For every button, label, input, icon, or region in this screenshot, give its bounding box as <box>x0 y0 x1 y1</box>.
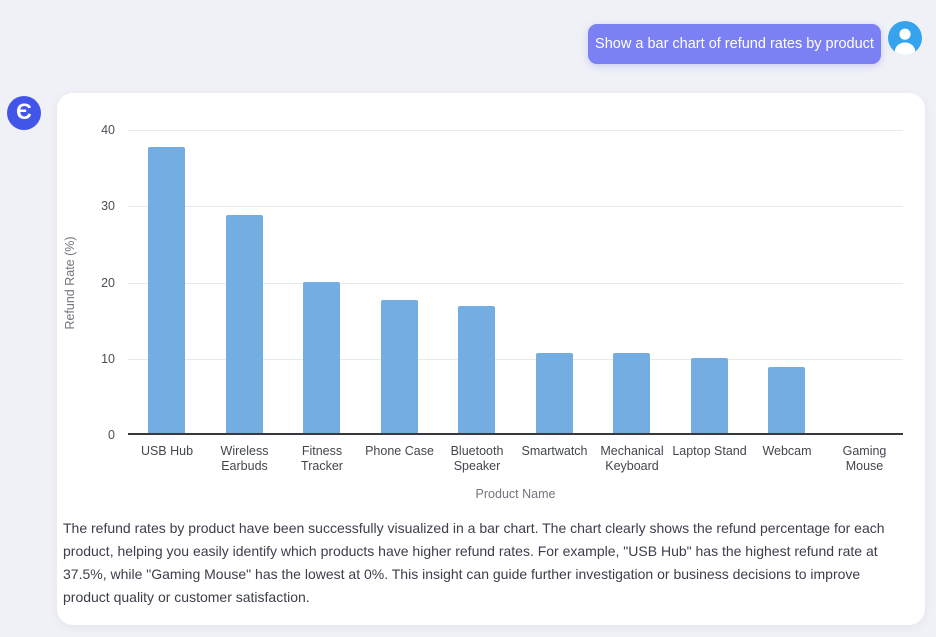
y-tick-label-0: 0 <box>108 428 115 442</box>
x-tick-label-phone-case: Phone Case <box>365 444 434 458</box>
bar-webcam[interactable] <box>768 367 806 433</box>
y-tick-label-10: 10 <box>101 351 115 366</box>
x-tick-label-gaming-mouse: Gaming Mouse <box>842 444 887 473</box>
user-message-bubble: Show a bar chart of refund rates by prod… <box>588 24 881 64</box>
bar-laptop-stand[interactable] <box>690 357 728 433</box>
x-tick-label-wireless-earbuds: Wireless Earbuds <box>220 444 269 473</box>
x-tick-label-bluetooth-speaker: Bluetooth Speaker <box>450 444 504 473</box>
bar-bluetooth-speaker[interactable] <box>458 306 496 433</box>
gridline-10 <box>128 358 903 360</box>
gridline-20 <box>128 282 903 284</box>
y-tick-label-40: 40 <box>101 123 115 137</box>
bar-mechanical-keyboard[interactable] <box>613 352 651 433</box>
bar-fitness-tracker[interactable] <box>303 282 341 433</box>
bar-usb-hub[interactable] <box>148 147 186 433</box>
gridline-40 <box>128 130 903 131</box>
y-tick-label-30: 30 <box>101 199 115 214</box>
gridline-30 <box>128 206 903 208</box>
assistant-message-card: 40 30 20 10 0 USB Hub Wireless Earbuds Fitness… <box>57 93 925 625</box>
refund-rate-bar-chart: 40 30 20 10 0 USB Hub Wireless Earbuds Fitness… <box>57 93 925 513</box>
x-tick-label-webcam: Webcam <box>762 444 812 458</box>
x-tick-label-smartwatch: Smartwatch <box>521 444 588 458</box>
y-tick-label-20: 20 <box>101 275 115 290</box>
chart-plot-area <box>128 130 903 435</box>
x-tick-label-laptop-stand: Laptop Stand <box>672 444 747 458</box>
e-logo-icon: Є <box>7 96 41 130</box>
bar-smartwatch[interactable] <box>535 352 573 433</box>
bar-wireless-earbuds[interactable] <box>225 214 263 433</box>
y-axis-title: Refund Rate (%) <box>63 236 77 330</box>
x-tick-label-fitness-tracker: Fitness Tracker <box>301 444 343 473</box>
person-icon <box>888 21 922 55</box>
bar-phone-case[interactable] <box>380 300 418 433</box>
x-tick-label-usb-hub: USB Hub <box>140 444 194 458</box>
assistant-answer-text: The refund rates by product have been su… <box>63 520 885 605</box>
x-tick-label-mechanical-keyboard: Mechanical Keyboard <box>600 444 664 473</box>
x-axis-title: Product Name <box>475 487 556 501</box>
